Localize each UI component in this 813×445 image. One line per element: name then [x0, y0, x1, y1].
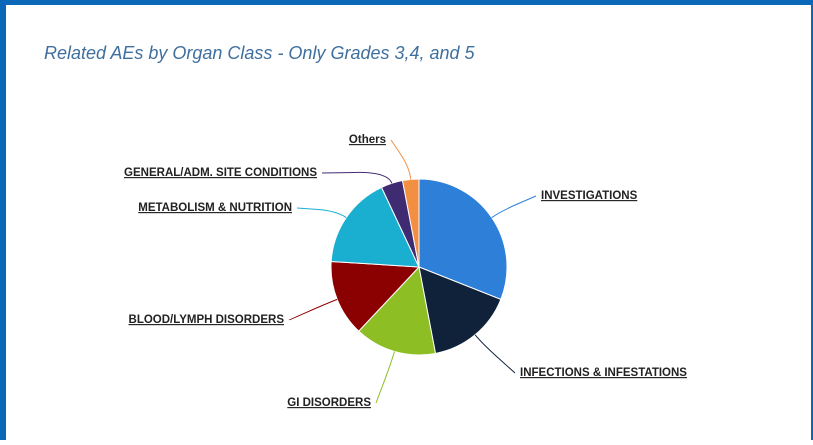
- pie-slice: [330, 186, 420, 268]
- slice-label: INFECTIONS & INFESTATIONS: [520, 367, 687, 379]
- leader-line: [491, 195, 537, 218]
- chart-title: Related AEs by Organ Class - Only Grades…: [44, 43, 476, 63]
- pie-slice: [418, 178, 508, 301]
- slice-label: GI DISORDERS: [287, 397, 371, 409]
- pie-slice: [330, 260, 421, 332]
- leader-line: [474, 334, 516, 374]
- pie-slice: [418, 266, 502, 355]
- leader-line: [375, 351, 395, 404]
- leader-line: [321, 171, 393, 184]
- slice-label: METABOLISM & NUTRITION: [138, 202, 292, 214]
- pie-slice: [358, 265, 437, 356]
- leader-line: [288, 298, 338, 321]
- pie-slice: [401, 178, 420, 268]
- slice-label: Others: [349, 134, 386, 146]
- slice-label: BLOOD/LYMPH DISORDERS: [129, 314, 285, 326]
- slice-label: GENERAL/ADM. SITE CONDITIONS: [124, 167, 317, 179]
- leader-line: [390, 139, 412, 180]
- leader-line: [296, 207, 347, 218]
- slice-label: INVESTIGATIONS: [541, 190, 638, 202]
- chart: Related AEs by Organ Class - Only Grades…: [44, 43, 687, 409]
